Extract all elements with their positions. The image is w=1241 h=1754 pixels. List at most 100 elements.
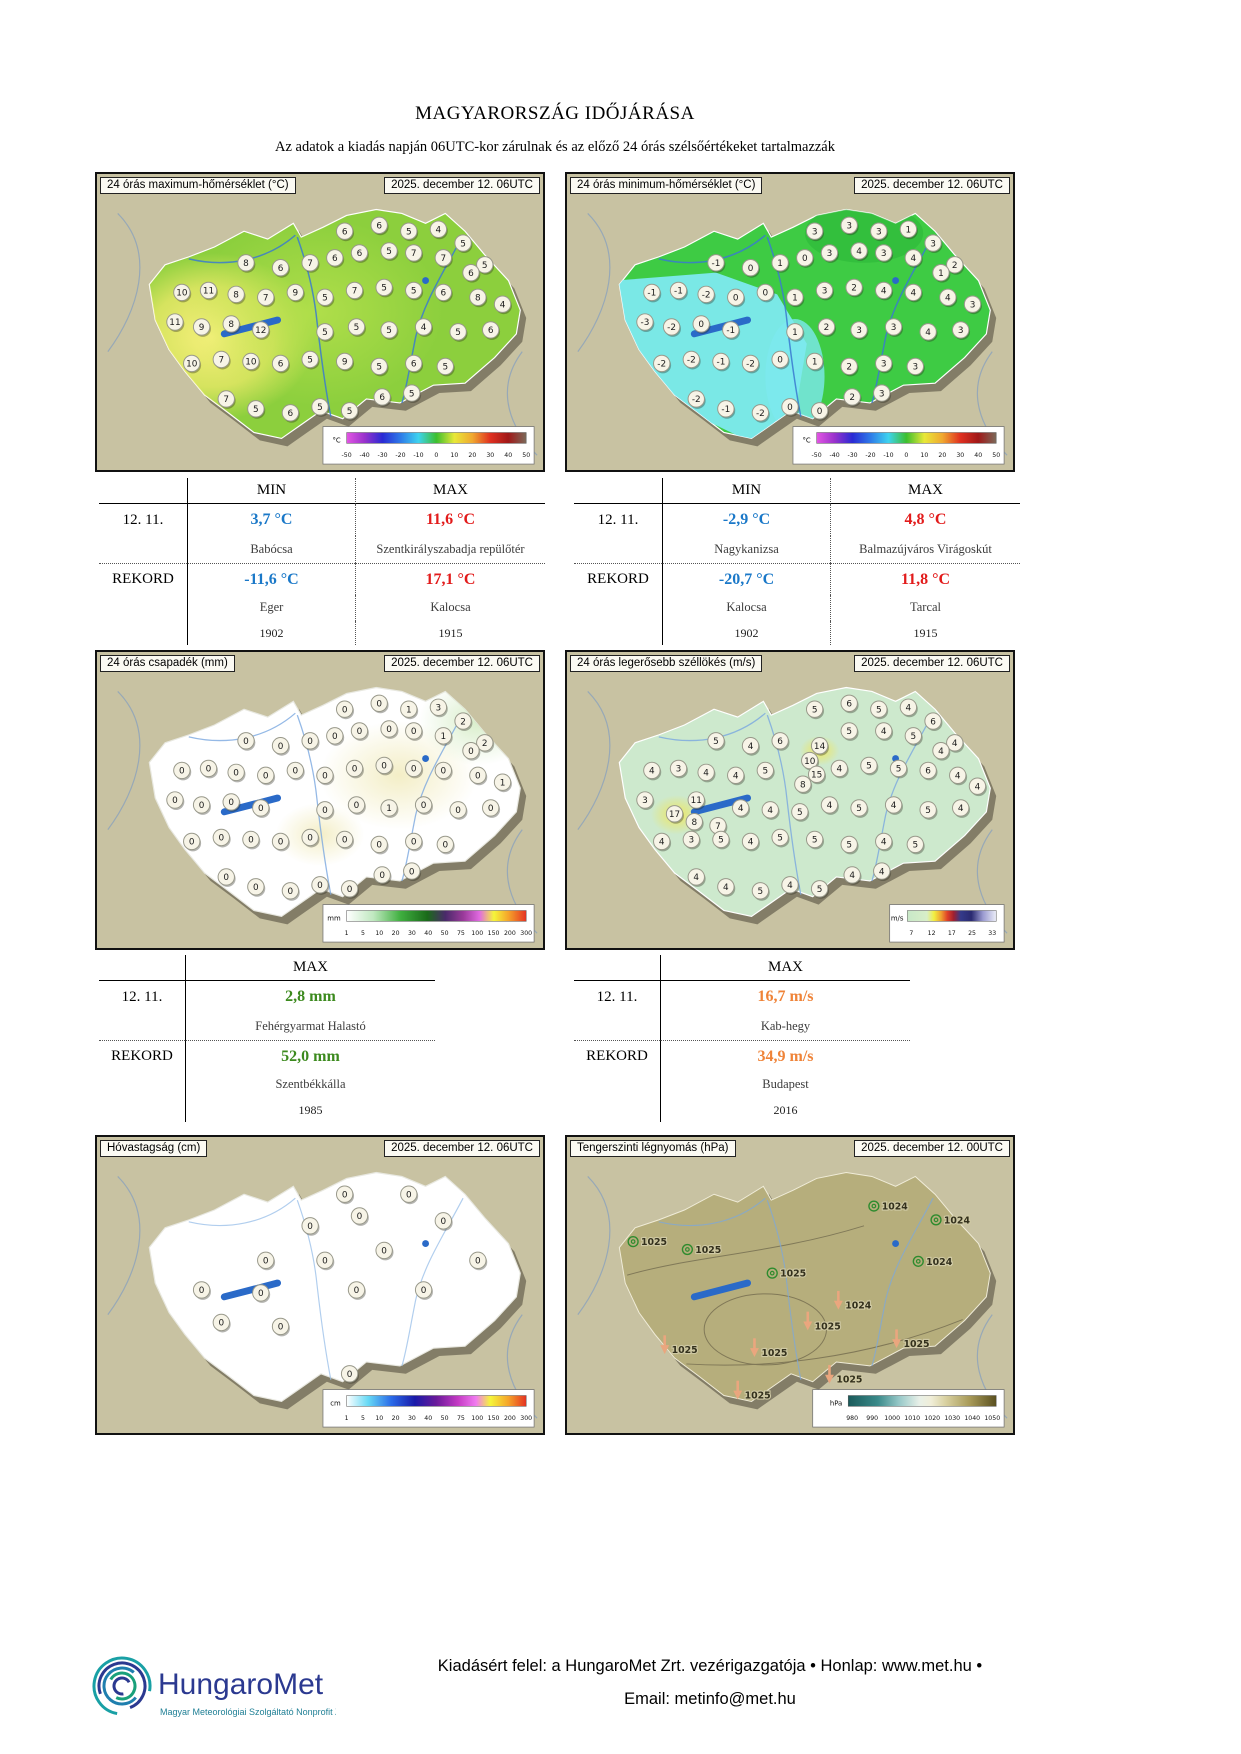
svg-text:4: 4	[849, 871, 855, 881]
station-values-layer: 0 0 1 3 2 2 0 0 0 0 0 0 0 1 0 0 0 0 0 0 0 0 0 0 0 0 1 0 0 0 0 0 0 1 0 0 0 0 0 0…	[166, 694, 512, 901]
map-min-temperature: 3 3 3 1 3 2 -1 0 1 0 3 4 3 4 1 -1 -1 -2 0 0 1 3 2 4 4 4 3 -3 -2 0 -1 1 2…	[565, 172, 1015, 472]
svg-text:1: 1	[777, 259, 783, 269]
svg-text:0: 0	[787, 403, 793, 413]
station-value-marker: 12	[252, 321, 271, 340]
current-max-place: Kab-hegy	[660, 1013, 910, 1040]
svg-text:0: 0	[475, 772, 481, 782]
station-value-marker: 3	[924, 234, 943, 254]
svg-text:8: 8	[243, 259, 249, 269]
station-value-marker: 0	[370, 835, 389, 855]
svg-text:7: 7	[411, 249, 417, 259]
legend-tick: -50	[812, 452, 822, 459]
station-value-marker: 5	[454, 234, 473, 254]
legend-tick: 1050	[984, 1415, 1000, 1422]
col-header-max: MAX	[355, 478, 545, 504]
svg-text:0: 0	[189, 838, 195, 848]
svg-text:4: 4	[911, 289, 917, 299]
svg-text:0: 0	[441, 1217, 447, 1227]
record-max-value: 11,8 °C	[830, 563, 1020, 595]
legend-tick: 75	[457, 930, 465, 937]
station-value-marker: 6	[771, 732, 790, 751]
svg-text:0: 0	[817, 407, 823, 417]
station-value-marker: 9	[286, 283, 305, 303]
station-value-marker: 6	[482, 321, 501, 340]
svg-text:0: 0	[376, 700, 382, 710]
svg-text:0: 0	[698, 320, 704, 330]
legend-tick: 0	[434, 452, 438, 459]
svg-text:0: 0	[455, 806, 461, 816]
station-value-marker: 6	[370, 216, 389, 236]
station-value-marker: 0	[335, 700, 355, 720]
record-min-place: Eger	[187, 595, 355, 621]
svg-text:0: 0	[386, 725, 392, 735]
svg-text:4: 4	[649, 767, 655, 777]
map-snow-depth-canvas: 0 0 0 0 0 0 0 0 0 0 0 0 0 0 0 0 cm 1 5 10 20 30 40 50 75 100 150…	[98, 1137, 542, 1433]
svg-text:4: 4	[703, 769, 709, 779]
station-value-marker: 4	[820, 796, 839, 815]
station-value-marker: 5	[316, 323, 335, 342]
record-max-place: Budapest	[660, 1072, 910, 1098]
legend-tick: 1	[345, 1415, 349, 1422]
svg-text:4: 4	[952, 739, 958, 749]
hungaromet-logo: HungaroMet Magyar Meteorológiai Szolgált…	[86, 1644, 349, 1734]
station-value-marker: -2	[741, 354, 760, 374]
svg-text:7: 7	[307, 259, 313, 269]
station-value-marker: 0	[727, 288, 746, 308]
legend-unit: °C	[332, 436, 340, 444]
col-header-min: MIN	[187, 478, 355, 504]
svg-text:0: 0	[243, 737, 249, 747]
station-value-marker: 0	[252, 799, 271, 818]
svg-text:-2: -2	[657, 360, 666, 370]
svg-text:4: 4	[748, 838, 754, 848]
station-value-marker: 5	[840, 722, 859, 741]
station-value-marker: 4	[899, 698, 918, 718]
svg-text:6: 6	[846, 700, 852, 710]
station-value-marker: 4	[949, 766, 968, 786]
svg-text:5: 5	[322, 294, 328, 304]
station-value-marker: 0	[212, 1313, 231, 1333]
svg-text:0: 0	[223, 873, 229, 883]
station-value-marker: 0	[340, 880, 359, 899]
footer-contact: Kiadásért felel: a HungaroMet Zrt. vezér…	[360, 1650, 1060, 1716]
legend-unit: m/s	[891, 914, 904, 922]
record-min-value: -20,7 °C	[662, 563, 830, 595]
svg-text:1: 1	[938, 269, 944, 279]
legend-tick: 10	[375, 930, 383, 937]
map-wind-gust-canvas: 5 6 5 4 6 4 5 4 6 14 5 4 5 4 4 3 4 4 5 10 15 8 4 5 5 6 4 4 3 17 11 8 7 4 4…	[568, 652, 1012, 948]
station-value-marker: 4	[727, 766, 746, 786]
svg-text:2: 2	[851, 284, 857, 294]
svg-text:10: 10	[186, 360, 198, 370]
svg-text:5: 5	[354, 323, 360, 333]
svg-text:8: 8	[800, 780, 806, 790]
station-value-marker: 4	[761, 801, 780, 820]
current-min-value: 3,7 °C	[187, 504, 355, 536]
svg-text:5: 5	[376, 363, 382, 373]
station-value-marker: 10	[173, 283, 192, 303]
svg-text:6: 6	[342, 227, 348, 237]
station-value-marker: 5	[791, 803, 810, 822]
map-date: 2025. december 12. 06UTC	[384, 1140, 540, 1157]
table-wind-gust: MAX 12. 11. 16,7 m/s Kab-hegy REKORD 34,…	[574, 955, 910, 1122]
svg-text:0: 0	[411, 727, 417, 737]
station-value-marker: 0	[316, 766, 335, 786]
svg-text:0: 0	[307, 737, 313, 747]
legend-tick: 980	[846, 1415, 858, 1422]
legend-tick: 5	[361, 1415, 365, 1422]
svg-text:9: 9	[293, 289, 299, 299]
station-value-marker: 3	[669, 759, 688, 779]
station-value-marker: 0	[345, 759, 364, 779]
station-value-marker: -1	[712, 352, 731, 372]
svg-text:3: 3	[958, 326, 964, 336]
map-title: 24 órás minimum-hőmérséklet (°C)	[570, 177, 763, 194]
station-value-marker: 5	[870, 700, 889, 720]
svg-text:3: 3	[812, 227, 818, 237]
svg-text:0: 0	[421, 1286, 427, 1296]
svg-text:1: 1	[906, 226, 912, 236]
svg-text:3: 3	[856, 326, 862, 336]
svg-text:2: 2	[460, 717, 466, 727]
station-value-marker: 4	[717, 878, 736, 897]
col-header-max: MAX	[660, 955, 910, 981]
svg-text:8: 8	[228, 320, 234, 330]
legend-tick: 50	[522, 452, 530, 459]
